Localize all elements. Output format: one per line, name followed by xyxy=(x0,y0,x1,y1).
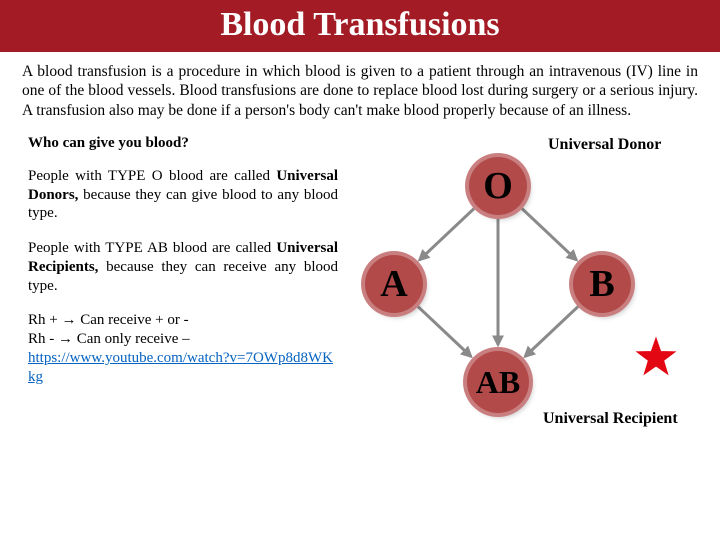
rh-plus-line: Rh + → Can receive + or - xyxy=(28,311,338,330)
rh1-b: Can receive + or - xyxy=(76,312,188,328)
rh-block: Rh + → Can receive + or - Rh - → Can onl… xyxy=(28,311,338,386)
content-row: Who can give you blood? People with TYPE… xyxy=(0,128,720,386)
question-heading: Who can give you blood? xyxy=(28,134,338,153)
video-link-line: https://www.youtube.com/watch?v=7OWp8d8W… xyxy=(28,349,338,387)
left-column: Who can give you blood? People with TYPE… xyxy=(28,134,338,386)
p2-a: People with TYPE AB blood are called xyxy=(28,240,276,256)
youtube-link[interactable]: https://www.youtube.com/watch?v=7OWp8d8W… xyxy=(28,350,333,385)
rh2-b: Can only receive – xyxy=(73,331,190,347)
rh-minus-line: Rh - → Can only receive – xyxy=(28,330,338,349)
rh2-a: Rh - xyxy=(28,331,58,347)
arrow-icon: → xyxy=(61,312,76,328)
star-icon xyxy=(348,134,698,434)
title-banner: Blood Transfusions xyxy=(0,0,720,52)
universal-donor-paragraph: People with TYPE O blood are called Univ… xyxy=(28,167,338,223)
universal-recipient-label: Universal Recipient xyxy=(543,410,678,428)
p1-a: People with TYPE O blood are called xyxy=(28,168,276,184)
blood-type-diagram: OABAB xyxy=(348,134,698,386)
universal-recipient-paragraph: People with TYPE AB blood are called Uni… xyxy=(28,239,338,295)
arrow-icon: → xyxy=(58,331,73,347)
diagram-column: Universal Donor OABAB Universal Recipien… xyxy=(348,134,698,386)
rh1-a: Rh + xyxy=(28,312,61,328)
page-title: Blood Transfusions xyxy=(0,6,720,44)
intro-paragraph: A blood transfusion is a procedure in wh… xyxy=(0,52,720,128)
